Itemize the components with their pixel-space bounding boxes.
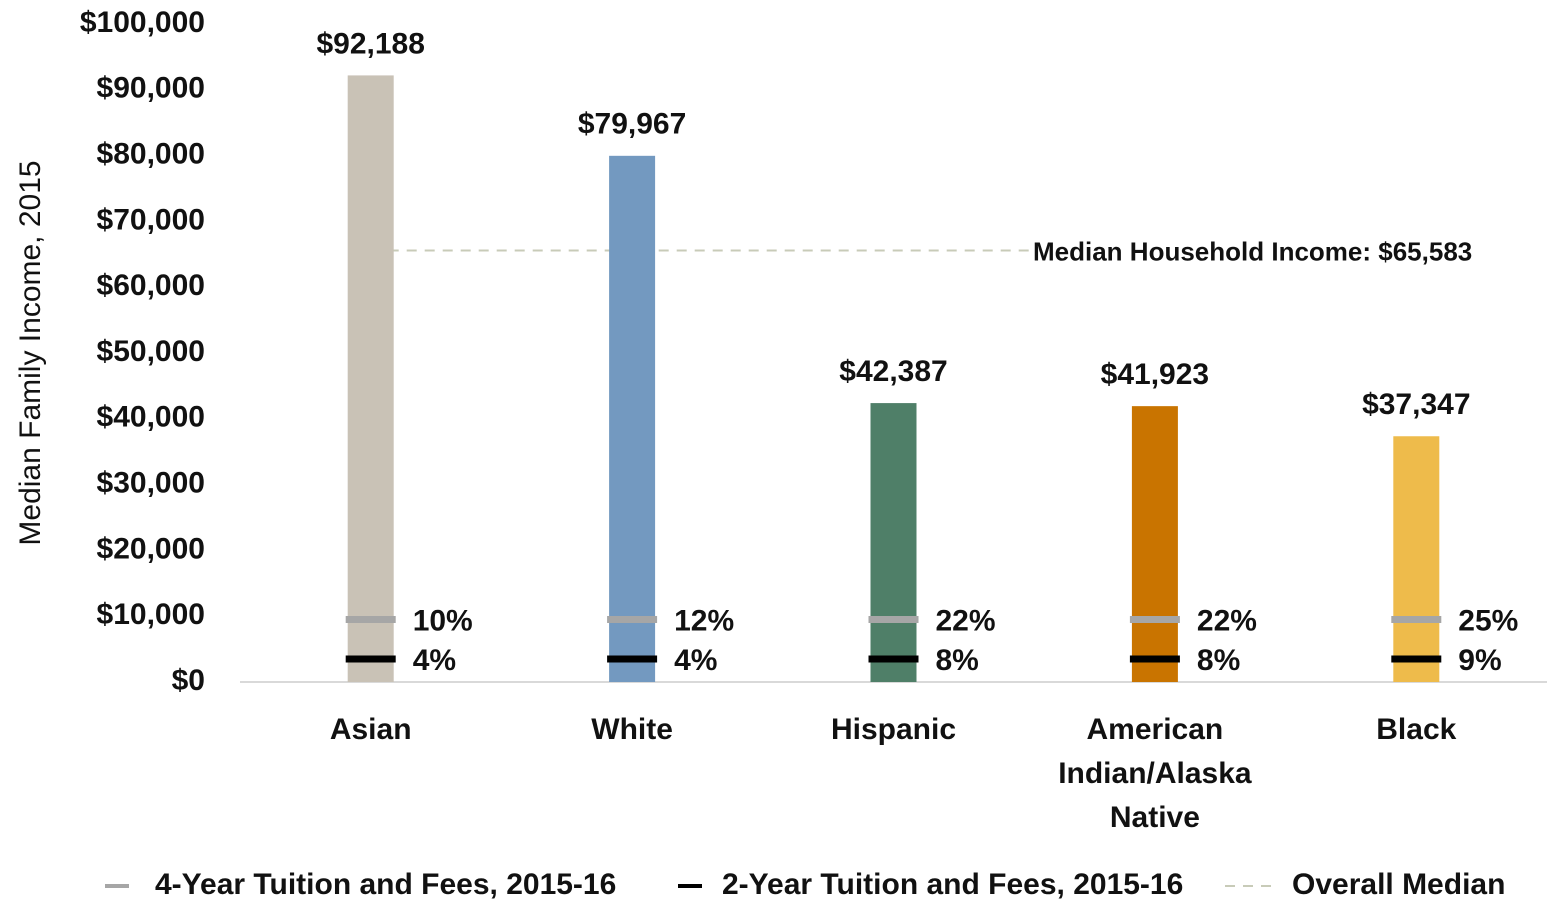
share-label: 9% <box>1458 644 1501 677</box>
y-tick-label: $30,000 <box>97 467 205 500</box>
bar <box>870 403 917 682</box>
y-tick-label: $60,000 <box>97 269 205 302</box>
share-label: 8% <box>1197 644 1240 677</box>
legend-label: 2-Year Tuition and Fees, 2015-16 <box>722 868 1183 901</box>
value-label: $92,188 <box>316 27 424 60</box>
share-label: 10% <box>413 604 473 637</box>
y-tick-label: $50,000 <box>97 335 205 368</box>
share-label: 4% <box>674 644 717 677</box>
value-label: $41,923 <box>1101 358 1209 391</box>
y-tick-label: $20,000 <box>97 532 205 565</box>
x-tick-label: Asian <box>329 713 412 746</box>
share-label: 25% <box>1458 604 1518 637</box>
y-tick-label: $40,000 <box>97 401 205 434</box>
bar <box>609 155 656 682</box>
bar <box>347 75 394 683</box>
share-label: 8% <box>936 644 979 677</box>
bar <box>1393 436 1440 682</box>
y-axis-title: Median Family Income, 2015 <box>14 160 47 545</box>
y-tick-label: $70,000 <box>97 203 205 236</box>
y-tick-label: $10,000 <box>97 598 205 631</box>
value-label: $37,347 <box>1362 388 1470 421</box>
y-tick-label: $80,000 <box>97 138 205 171</box>
bar <box>1131 406 1178 682</box>
x-tick-label: White <box>591 713 673 746</box>
x-tick-label: Hispanic <box>830 713 957 746</box>
share-label: 4% <box>413 644 456 677</box>
x-tick-label: American Indian/Alaska Native <box>1058 713 1252 834</box>
value-label: $42,387 <box>839 355 947 388</box>
share-label: 12% <box>674 604 734 637</box>
reference-label: Median Household Income: $65,583 <box>1033 236 1472 266</box>
share-label: 22% <box>1197 604 1257 637</box>
share-label: 22% <box>936 604 996 637</box>
legend-label: Overall Median <box>1292 868 1505 901</box>
y-tick-label: $0 <box>172 664 205 697</box>
y-tick-label: $90,000 <box>97 72 205 105</box>
y-tick-label: $100,000 <box>80 6 205 39</box>
legend-label: 4-Year Tuition and Fees, 2015-16 <box>155 868 616 901</box>
value-label: $79,967 <box>578 108 686 141</box>
x-tick-label: Black <box>1376 713 1457 746</box>
